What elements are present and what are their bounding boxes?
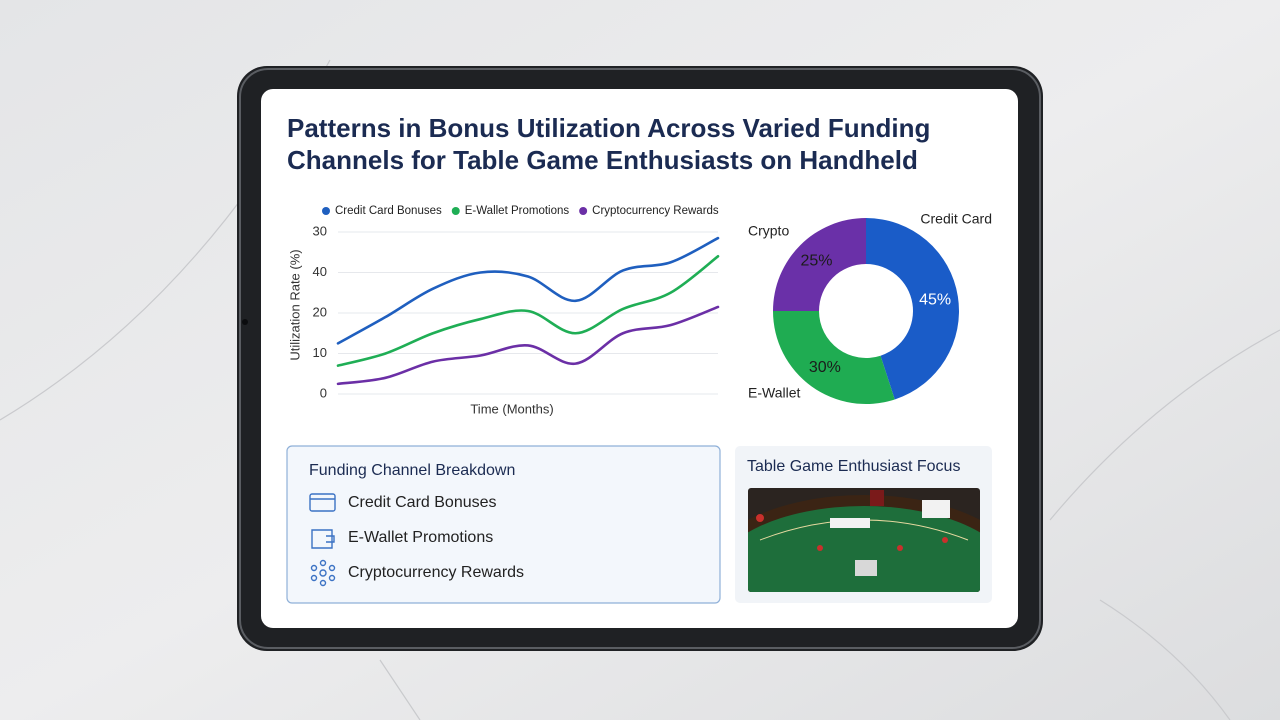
breakdown-panel [286, 445, 721, 604]
y-tick-label: 20 [313, 304, 327, 319]
donut-slice [773, 218, 866, 311]
series-line [336, 236, 720, 345]
slice-label: 25% [800, 253, 832, 270]
chip [817, 545, 823, 551]
series-line [336, 255, 720, 367]
breakdown-item: Cryptocurrency Rewards [348, 564, 524, 581]
chip [942, 537, 948, 543]
chips-stack [870, 490, 884, 506]
card-shoe [922, 500, 950, 518]
title-line: Patterns in Bonus Utilization Across Var… [287, 113, 930, 143]
breakdown-item: E-Wallet Promotions [348, 529, 493, 546]
legend-label: Cryptocurrency Rewards [592, 205, 719, 217]
donut-slice [773, 311, 895, 404]
breakdown-title: Funding Channel Breakdown [309, 462, 515, 479]
card-icon [309, 493, 336, 512]
slice-label: 30% [809, 359, 841, 376]
icons [309, 493, 336, 587]
chips-tray [855, 560, 877, 576]
y-tick-label: 0 [320, 385, 327, 400]
legend-marker [579, 207, 588, 215]
slice-label: 45% [919, 291, 951, 308]
x-axis-label: Time (Months) [470, 401, 553, 416]
legend-marker [451, 207, 460, 215]
y-tick-label: 30 [313, 223, 327, 238]
donut-slice [866, 218, 959, 400]
y-tick-label: 40 [313, 264, 327, 279]
legend-label: Credit Card Bonuses [335, 205, 442, 217]
category-label: E-Wallet [748, 385, 800, 401]
chip [756, 514, 764, 522]
y-axis-label: Utilization Rate (%) [287, 249, 302, 360]
legend-marker [322, 207, 330, 215]
camera [242, 319, 248, 325]
tablet-bezel-edge [239, 68, 1041, 649]
focus-title: Table Game Enthusiast Focus [747, 458, 960, 475]
legend-label: E-Wallet Promotions [465, 205, 570, 217]
table-felt [748, 506, 980, 592]
chip [897, 545, 903, 551]
breakdown-item: Credit Card Bonuses [348, 494, 497, 511]
series-line [336, 305, 720, 386]
y-tick-label: 10 [313, 345, 327, 360]
category-label: Credit Card [920, 211, 992, 227]
wallet-icon [311, 529, 335, 549]
title-line: Channels for Table Game Enthusiasts on H… [287, 145, 918, 175]
crypto-icon [310, 559, 336, 587]
marble-veins [0, 59, 1280, 721]
casino-image [748, 488, 980, 592]
category-label: Crypto [748, 223, 789, 239]
cards [830, 518, 870, 528]
